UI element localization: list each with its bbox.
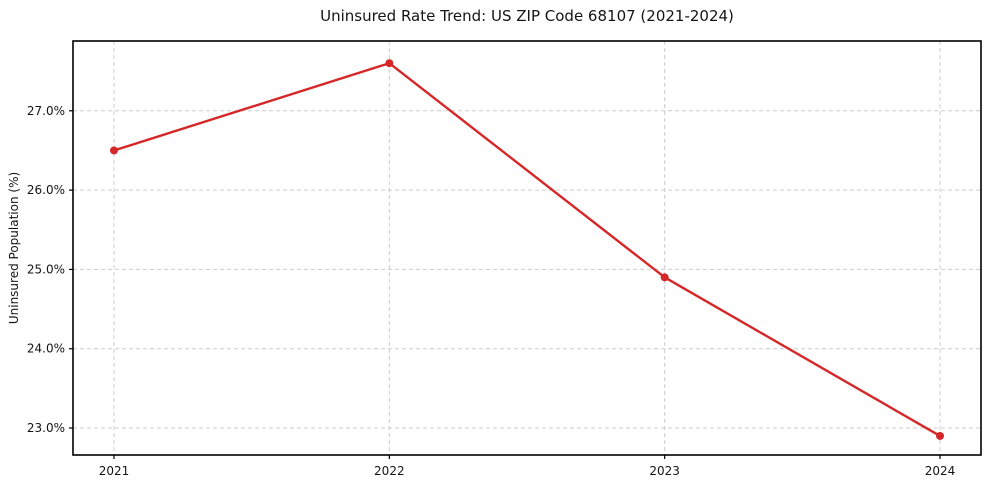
x-tick-label: 2022 bbox=[374, 464, 405, 478]
data-point-marker bbox=[660, 273, 669, 282]
x-tick-label: 2023 bbox=[649, 464, 680, 478]
data-point-marker bbox=[110, 146, 118, 155]
x-tick-label: 2021 bbox=[99, 464, 130, 478]
y-tick-label: 26.0% bbox=[27, 183, 65, 197]
data-point-marker bbox=[936, 431, 944, 440]
y-tick-label: 24.0% bbox=[27, 342, 65, 356]
data-point-marker bbox=[385, 59, 394, 68]
y-tick-label: 27.0% bbox=[27, 104, 65, 118]
trend-line bbox=[112, 62, 942, 438]
x-tick-label: 2024 bbox=[925, 464, 956, 478]
plot-border bbox=[72, 40, 982, 456]
y-tick-label: 23.0% bbox=[27, 421, 65, 435]
y-tick-label: 25.0% bbox=[27, 262, 65, 276]
chart-title: Uninsured Rate Trend: US ZIP Code 68107 … bbox=[320, 7, 734, 25]
